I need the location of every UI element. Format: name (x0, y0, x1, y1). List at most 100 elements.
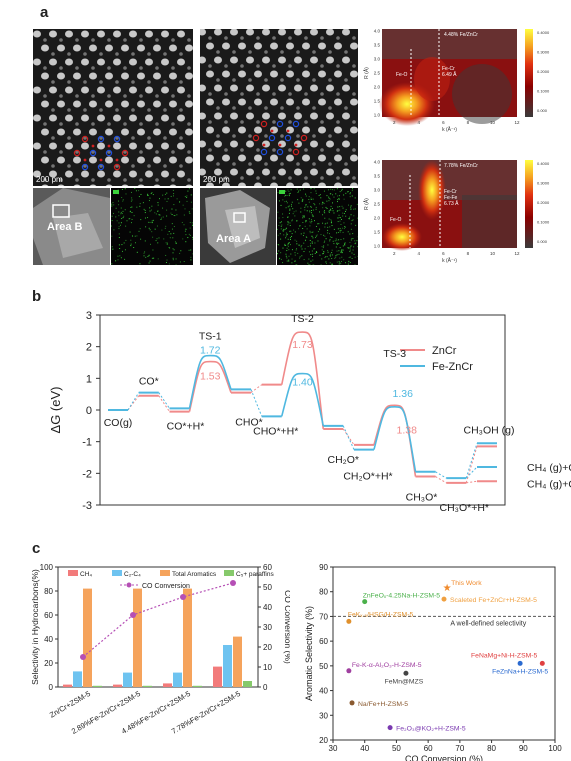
x-tick-label: 40 (360, 744, 369, 753)
legend-swatch (112, 570, 122, 576)
wavelet-plot-bottom: 7.78% Fe/ZnCr Fe-O Fe-Cr Fe-Fe 6.73 Å 2 4… (363, 160, 550, 265)
point-label: FeMn@MZS (385, 678, 424, 685)
value-ts3-zncr: 1.38 (397, 424, 418, 436)
label-ch4-a: CH₄ (g)+O* (527, 462, 571, 474)
legend-label: Fe-ZnCr (432, 361, 473, 373)
scatter-point (387, 725, 393, 731)
point-label: FeNaMg+Ni-H-ZSM-5 (471, 652, 537, 659)
y-tick-label: 40 (44, 635, 53, 644)
y-axis-label: ΔG (eV) (48, 387, 63, 434)
legend-label: CO Conversion (142, 583, 190, 590)
bar-0 (63, 684, 72, 687)
wt2-feo-label: Fe-O (390, 217, 402, 223)
stem-image-left: 200 pm (33, 29, 193, 186)
bar-1 (223, 645, 232, 687)
wt-ytick: 3.0 (374, 57, 381, 62)
wt-ytick: 1.0 (374, 244, 381, 249)
y2-tick-label: 60 (263, 563, 272, 572)
transition-state-curve (188, 354, 232, 409)
legend-label: CH₄ (80, 571, 92, 578)
label-ts1: TS-1 (199, 331, 222, 343)
x-tick-label: 100 (548, 744, 562, 753)
wt-colorbar-tick: 0.4000 (537, 30, 550, 35)
y-tick-label: 0 (49, 683, 54, 692)
value-ts2-zncr: 1.73 (292, 339, 313, 351)
haadf-image-area-b: Area B (33, 188, 110, 265)
legend-label: C₅+ paraffins (236, 571, 274, 578)
point-label: ZnFeOₓ-4.25Na-H-ZSM-5 (363, 593, 441, 600)
wt-xtick: 12 (514, 120, 520, 125)
y2-tick-label: 30 (263, 623, 272, 632)
point-label: Fe-K-α-Al₂O₃-H-ZSM-5 (352, 662, 422, 669)
wt-ytick: 2.0 (374, 85, 381, 90)
wt-colorbar-tick: 0.1000 (537, 89, 550, 94)
bar-3 (143, 685, 152, 687)
x-tick-label: 50 (392, 744, 401, 753)
wt-colorbar-tick: 0.4000 (537, 161, 550, 166)
scatter-point (403, 670, 409, 676)
value-ts1-fezncr: 1.72 (200, 345, 221, 357)
y-tick-label: 20 (319, 736, 328, 745)
point-label: This Work (451, 580, 482, 587)
panel-label-a: a (40, 4, 49, 21)
x-tick-label: 30 (329, 744, 338, 753)
connector (465, 446, 478, 483)
scatter-point (362, 599, 368, 605)
wt-ytick: 4.0 (374, 29, 381, 34)
wt-xtick: 6 (442, 251, 445, 256)
wt-xtick: 2 (393, 120, 396, 125)
wt2-value: 6.73 Å (444, 200, 459, 207)
wt-xtick: 4 (418, 251, 421, 256)
label-co-star: CO* (139, 376, 159, 388)
y-tick-label: 3 (86, 310, 92, 322)
y-axis-label: Selectivity in Hydrocarbons(%) (30, 569, 40, 685)
bar-2 (83, 588, 92, 687)
wt-ytick: 3.0 (374, 188, 381, 193)
x-tick-label: 80 (487, 744, 496, 753)
co-conversion-line (82, 582, 234, 658)
co-conversion-point (130, 612, 136, 618)
y2-axis-label: CO Conversion (%) (283, 590, 290, 664)
y-tick-label: -2 (82, 468, 92, 480)
y-tick-label: 90 (319, 563, 328, 572)
bar-2 (133, 588, 142, 687)
wt-colorbar-tick: 0.3000 (537, 50, 550, 55)
wt-ytick: 2.0 (374, 216, 381, 221)
transition-state-curve (280, 372, 325, 426)
bar-1 (123, 672, 132, 687)
wt-xlabel: k (Å⁻¹) (442, 257, 457, 264)
transition-state-curve (373, 406, 417, 472)
wt2-fefe-label: Fe-Fe (444, 195, 458, 201)
wt-ytick: 1.5 (374, 230, 381, 235)
bar-1 (73, 671, 82, 687)
energy-profile-chart: -3 -2 -1 0 1 2 3 ΔG (eV) ZnCr Fe-ZnCr CO(g) CO* CO*+… (48, 310, 571, 514)
legend-label: Total Aromatics (172, 571, 217, 578)
legend-swatch (68, 570, 78, 576)
wt-colorbar-tick: 0.2000 (537, 200, 550, 205)
transition-state-curve (188, 360, 232, 412)
wt-xtick: 4 (418, 120, 421, 125)
scatter-point (517, 660, 523, 666)
legend: CH₄ C₂-C₄ Total Aromatics C₅+ paraffins CO C… (68, 570, 274, 590)
label-ts2: TS-2 (291, 313, 314, 325)
scale-bar-label: 200 pm (203, 175, 230, 184)
wt-colorbar-tick: 0.000 (537, 108, 548, 113)
value-ts1-zncr: 1.53 (200, 371, 221, 383)
series-fe-zncr (108, 354, 497, 480)
wt1-fecr-label: Fe-Cr (442, 66, 455, 72)
scatter-point (441, 596, 447, 602)
bar-0 (213, 666, 222, 687)
bar-0 (113, 684, 122, 687)
wt1-title: 4.48% Fe/ZnCr (444, 32, 478, 38)
y-tick-label: 2 (86, 342, 92, 354)
point-label: Fe₂O₃@KO₂+H-ZSM-5 (396, 726, 466, 733)
y-tick-label: -3 (82, 500, 92, 512)
y-tick-label: 1 (86, 373, 92, 385)
wt-xtick: 10 (490, 120, 496, 125)
wt-xtick: 10 (490, 251, 496, 256)
wt2-fecr-label: Fe-Cr (444, 189, 457, 195)
point-label: FeZnNa+H-ZSM-5 (492, 668, 548, 675)
wt-ytick: 3.5 (374, 174, 381, 179)
scatter-point (346, 668, 352, 674)
co-conversion-point (230, 580, 236, 586)
